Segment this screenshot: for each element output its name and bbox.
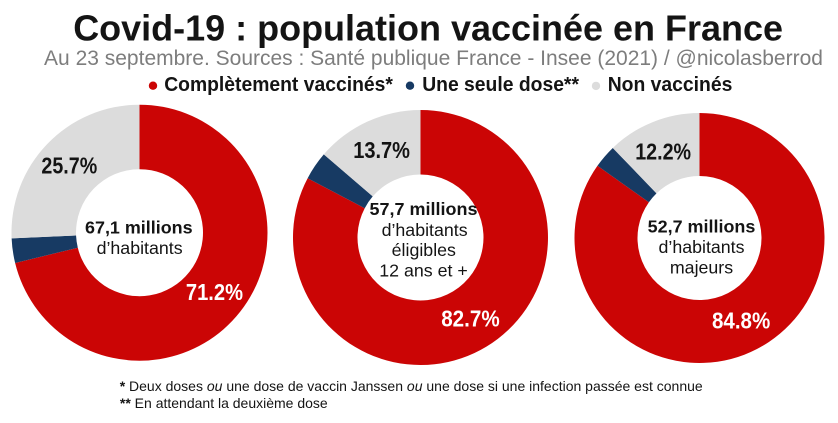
svg-text:Covid-19 : population vaccinée: Covid-19 : population vaccinée en France — [73, 8, 783, 49]
svg-text:majeurs: majeurs — [670, 257, 733, 277]
svg-text:12.2%: 12.2% — [635, 139, 691, 165]
svg-text:52,7 millions: 52,7 millions — [648, 217, 756, 237]
svg-text:** En attendant la deuxième do: ** En attendant la deuxième dose — [120, 395, 328, 411]
svg-text:13.7%: 13.7% — [353, 137, 410, 163]
svg-text:Non vaccinés: Non vaccinés — [608, 74, 733, 96]
svg-text:d’habitants: d’habitants — [658, 237, 744, 257]
svg-text:82.7%: 82.7% — [441, 306, 500, 332]
svg-text:éligibles: éligibles — [392, 240, 456, 260]
svg-text:84.8%: 84.8% — [712, 308, 770, 334]
svg-text:12 ans et +: 12 ans et + — [379, 260, 467, 280]
svg-text:Complètement vaccinés*: Complètement vaccinés* — [164, 74, 393, 96]
svg-text:d’habitants: d’habitants — [382, 220, 468, 240]
svg-text:d’habitants: d’habitants — [97, 238, 183, 258]
svg-text:67,1 millions: 67,1 millions — [85, 217, 193, 237]
svg-text:57,7 millions: 57,7 millions — [370, 199, 478, 219]
svg-text:* Deux doses ou une dose de va: * Deux doses ou une dose de vaccin Janss… — [120, 378, 703, 394]
svg-text:Une seule dose**: Une seule dose** — [422, 74, 579, 96]
svg-text:25.7%: 25.7% — [41, 153, 97, 179]
svg-text:71.2%: 71.2% — [186, 279, 243, 305]
svg-text:Au 23 septembre. Sources : San: Au 23 septembre. Sources : Santé publiqu… — [44, 46, 823, 70]
